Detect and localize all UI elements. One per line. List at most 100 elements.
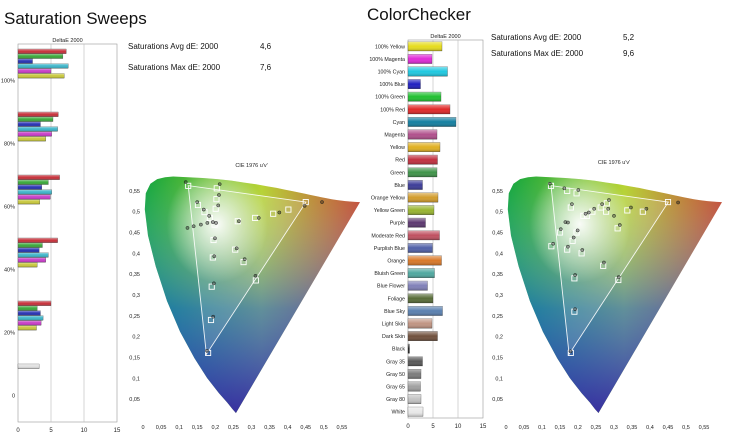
sweeps-cie-target bbox=[205, 349, 212, 356]
colorchecker-cie-target bbox=[615, 276, 622, 284]
sweeps-deltae-bar-shine bbox=[18, 179, 49, 185]
colorchecker-deltae-label: Light Skin bbox=[382, 322, 405, 328]
colorchecker-deltae-bar-shine bbox=[408, 66, 448, 77]
sweeps-deltae-xtick: 0 bbox=[16, 428, 20, 433]
colorchecker-cie-xtick: 0,4 bbox=[646, 425, 654, 431]
sweeps-cie-xtick: 0 bbox=[141, 425, 144, 431]
sweeps-deltae-bar-shine bbox=[18, 305, 38, 311]
colorchecker-cie-measured bbox=[551, 241, 556, 246]
colorchecker-deltae-bar-shine bbox=[408, 54, 432, 64]
colorchecker-cie-measured bbox=[644, 206, 649, 211]
colorchecker-deltae-label: Gray 35 bbox=[386, 359, 405, 365]
sweeps-cie-measured bbox=[213, 236, 217, 241]
sweeps-cie-ytick: 0,15 bbox=[129, 356, 140, 362]
colorchecker-deltae-label: 100% Yellow bbox=[375, 44, 405, 50]
colorchecker-deltae-bar-shine bbox=[408, 381, 421, 392]
sweeps-deltae-ylabel: 40% bbox=[4, 267, 15, 273]
colorchecker-cie-measured bbox=[629, 205, 633, 210]
sweeps-deltae-bar-shine bbox=[18, 189, 52, 195]
sweeps-cie-ytick: 0,45 bbox=[129, 231, 140, 237]
colorchecker-cie-measured bbox=[586, 210, 591, 215]
sweeps-deltae-bar-shine bbox=[18, 262, 38, 268]
left-panel-title: Saturation Sweeps bbox=[4, 9, 147, 28]
sweeps-deltae-bar-shine bbox=[18, 194, 51, 200]
colorchecker-cie-target bbox=[614, 225, 621, 232]
colorchecker-deltae-bar-shine bbox=[408, 281, 428, 291]
colorchecker-cie-target bbox=[603, 208, 610, 215]
sweeps-deltae-ylabel: 20% bbox=[4, 330, 15, 336]
colorchecker-deltae-xtick: 0 bbox=[406, 424, 410, 430]
colorchecker-cie-xtick: 0,55 bbox=[699, 425, 710, 431]
sweeps-deltae-bar-shine bbox=[18, 131, 52, 137]
colorchecker-cie-target bbox=[567, 204, 574, 211]
sweeps-cie-measured bbox=[199, 222, 203, 227]
sweeps-cie-xtick: 0,05 bbox=[156, 425, 167, 431]
colorchecker-deltae-label: Blue Sky bbox=[384, 309, 405, 315]
colorchecker-cie-target bbox=[556, 229, 564, 236]
colorchecker-deltae-label: 100% Blue bbox=[379, 82, 405, 88]
sweeps-deltae-xtick: 5 bbox=[49, 428, 53, 433]
sweeps-cie-ytick: 0,05 bbox=[129, 397, 140, 403]
colorchecker-cie-measured bbox=[573, 307, 577, 312]
sweeps-cie-xtick: 0,35 bbox=[264, 425, 275, 431]
sweeps-deltae-bar-shine bbox=[18, 184, 42, 190]
sweeps-cie-measured bbox=[302, 203, 307, 208]
colorchecker-cie-xtick: 0,25 bbox=[591, 425, 602, 431]
colorchecker-cie-measured bbox=[576, 188, 581, 192]
sweeps-deltae-bar-shine bbox=[18, 310, 41, 316]
sweeps-cie-target bbox=[252, 214, 259, 221]
colorchecker-cie-title: CIE 1976 u'v' bbox=[598, 160, 630, 166]
colorchecker-deltae-bar-shine bbox=[408, 369, 421, 379]
colorchecker-cie-ytick: 0,25 bbox=[492, 314, 503, 320]
colorchecker-cie-measured bbox=[566, 220, 570, 225]
colorchecker-cie-measured bbox=[607, 198, 611, 202]
sweeps-deltae-bar-shine bbox=[18, 315, 44, 321]
sweeps-cie-measured bbox=[217, 193, 221, 197]
colorchecker-deltae-bar-shine bbox=[408, 167, 437, 177]
colorchecker-cie-target bbox=[603, 200, 610, 207]
colorchecker-cie-target bbox=[547, 182, 555, 189]
colorchecker-deltae-label: 100% Red bbox=[380, 107, 405, 113]
sweeps-cie-ytick: 0,3 bbox=[132, 293, 140, 299]
colorchecker-deltae-label: Green bbox=[390, 170, 405, 176]
colorchecker-deltae-label: White bbox=[391, 410, 405, 416]
sweeps-cie-target bbox=[201, 209, 208, 216]
sweeps-cie-ytick: 0,35 bbox=[129, 272, 140, 278]
sweeps-deltae-bar-shine bbox=[18, 53, 63, 59]
colorchecker-cie-measured bbox=[580, 248, 585, 252]
sweeps-deltae-bar-shine bbox=[18, 247, 40, 253]
colorchecker-cie-target bbox=[573, 190, 580, 197]
colorchecker-deltae-bar-shine bbox=[408, 41, 442, 51]
colorchecker-cie-ytick: 0,45 bbox=[492, 231, 503, 237]
colorchecker-cie-target bbox=[573, 229, 580, 236]
colorchecker-cie-chart: CIE 1976 u'v' 0 0,05 0,1 0,15 0,2 0,25 0,3 0,35 0… bbox=[492, 160, 722, 431]
colorchecker-cie-gamut-triangle bbox=[550, 185, 670, 356]
colorchecker-cie-target bbox=[639, 208, 646, 215]
colorchecker-cie-measured bbox=[616, 275, 621, 279]
sweeps-deltae-bar-shine bbox=[18, 136, 46, 142]
colorchecker-deltae-label: Purple bbox=[390, 221, 405, 227]
colorchecker-deltae-label: Gray 50 bbox=[386, 372, 405, 378]
colorchecker-deltae-frame bbox=[407, 39, 484, 419]
sweeps-deltae-xtick: 10 bbox=[81, 428, 88, 433]
colorchecker-cie-measured bbox=[600, 202, 604, 207]
colorchecker-deltae-bar-shine bbox=[408, 192, 438, 203]
colorchecker-cie-measured bbox=[602, 260, 606, 265]
colorchecker-cie-target bbox=[600, 262, 607, 269]
colorchecker-cie-measured bbox=[571, 235, 576, 240]
sweeps-cie-xtick: 0,15 bbox=[192, 425, 203, 431]
sweeps-deltae-bar-shine bbox=[18, 364, 40, 369]
colorchecker-deltae-label: Yellow Green bbox=[374, 208, 405, 214]
sweeps-cie-ytick: 0,2 bbox=[132, 335, 140, 341]
colorchecker-cie-measured bbox=[573, 273, 577, 277]
sweeps-cie-measured bbox=[253, 273, 258, 278]
colorchecker-deltae-label: Gray 80 bbox=[386, 397, 405, 403]
sweeps-deltae-bar-shine bbox=[18, 320, 42, 326]
colorchecker-deltae-bar-shine bbox=[408, 117, 456, 127]
sweeps-deltae-bar-shine bbox=[18, 242, 43, 248]
colorchecker-deltae-bar-shine bbox=[408, 218, 426, 228]
sweeps-cie-target bbox=[252, 277, 259, 284]
sweeps-cie-target bbox=[213, 185, 220, 192]
sweeps-deltae-bar-shine bbox=[18, 175, 60, 180]
colorchecker-cie-target bbox=[571, 308, 578, 315]
